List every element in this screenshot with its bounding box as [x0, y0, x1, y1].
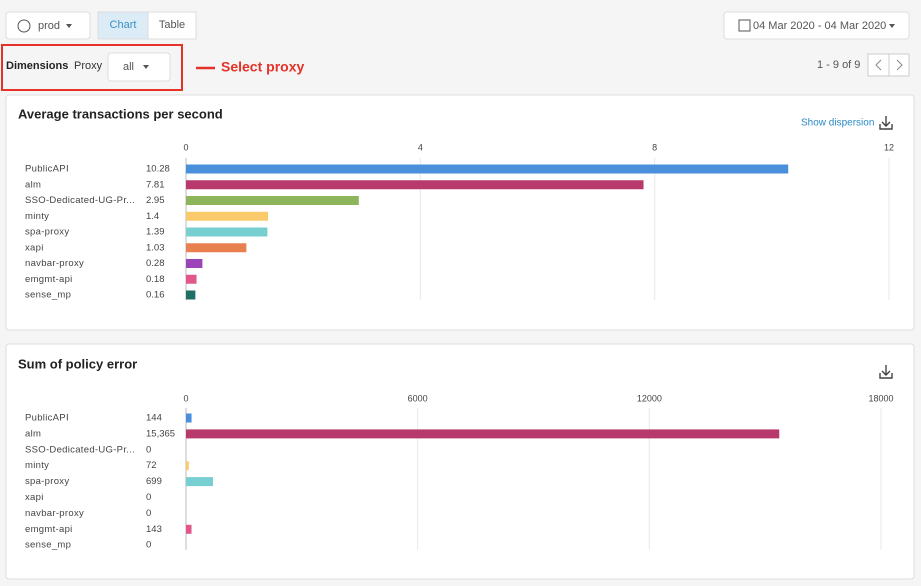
bar: [186, 180, 644, 190]
next-button[interactable]: [888, 53, 910, 77]
download-icon[interactable]: [879, 116, 893, 130]
bar: [186, 461, 189, 471]
category-label: emgmt-api: [25, 524, 73, 535]
category-label: SSO-Dedicated-UG-Pr...: [25, 195, 135, 206]
value-label: 2.95: [146, 195, 165, 206]
value-label: 144: [146, 413, 162, 424]
bar: [186, 227, 268, 237]
pager-arrows: [875, 59, 903, 71]
show-dispersion[interactable]: Show dispersion: [801, 118, 874, 129]
category-label: PublicAPI: [25, 164, 69, 175]
bar: [186, 196, 359, 205]
annotation: Select proxy: [221, 59, 304, 75]
x-tick-label: 8: [652, 142, 657, 152]
category-label: SSO-Dedicated-UG-Pr...: [25, 444, 135, 455]
value-label: 1.4: [146, 211, 159, 222]
chart-title: Sum of policy error: [18, 356, 137, 371]
value-label: 1.03: [146, 242, 165, 253]
category-label: navbar-proxy: [25, 258, 84, 269]
bar: [186, 259, 203, 268]
dimensions-label: Dimensions: [6, 60, 68, 72]
date-range: 04 Mar 2020 - 04 Mar 2020: [753, 20, 886, 32]
category-label: minty: [25, 211, 49, 222]
category-label: alm: [25, 179, 41, 190]
bar: [186, 243, 247, 253]
bar: [186, 211, 269, 221]
category-label: PublicAPI: [25, 413, 69, 424]
value-label: 0: [146, 444, 151, 455]
bar: [186, 413, 192, 423]
value-label: 0: [146, 540, 151, 551]
category-label: sense_mp: [25, 290, 71, 301]
value-label: 699: [146, 476, 162, 487]
value-label: 72: [146, 460, 157, 471]
value-label: 0.18: [146, 274, 165, 285]
table-tab-label: Table: [159, 19, 185, 31]
value-label: 1.39: [146, 227, 165, 238]
table-tab[interactable]: [147, 11, 197, 40]
value-label: 0.16: [146, 290, 165, 301]
category-label: spa-proxy: [25, 476, 69, 487]
globe-icon: [17, 19, 31, 33]
card: [5, 94, 915, 331]
caret: [143, 65, 149, 69]
date-picker[interactable]: [723, 11, 910, 40]
bar: [186, 429, 780, 439]
category-label: spa-proxy: [25, 227, 69, 238]
category-label: minty: [25, 460, 49, 471]
category-label: xapi: [25, 242, 44, 253]
x-tick-label: 12000: [637, 393, 662, 403]
caret: [889, 24, 895, 28]
value-label: 10.28: [146, 164, 170, 175]
value-label: 0: [146, 492, 151, 503]
proxy-select[interactable]: [107, 52, 171, 82]
category-label: sense_mp: [25, 540, 71, 551]
value-label: 7.81: [146, 179, 165, 190]
x-tick-label: 6000: [408, 393, 428, 403]
pager: 1 - 9 of 9: [817, 59, 860, 71]
highlight-box: [1, 44, 183, 91]
calendar-icon: [738, 19, 751, 32]
proxy-value: all: [123, 61, 134, 73]
value-label: 15,365: [146, 428, 175, 439]
download-icon[interactable]: [879, 365, 893, 379]
category-label: emgmt-api: [25, 274, 73, 285]
chart-tab[interactable]: [97, 11, 149, 40]
chart-tab-label: Chart: [110, 19, 137, 31]
category-label: navbar-proxy: [25, 508, 84, 519]
bar: [186, 274, 197, 284]
caret: [66, 24, 72, 28]
proxy-label: Proxy: [74, 60, 103, 72]
category-label: xapi: [25, 492, 44, 503]
value-label: 143: [146, 524, 162, 535]
x-tick-label: 18000: [868, 393, 893, 403]
card: [5, 343, 915, 580]
x-tick-label: 0: [183, 393, 188, 403]
env-select[interactable]: [5, 11, 91, 40]
bar: [186, 524, 192, 534]
env-value: prod: [38, 20, 60, 32]
x-tick-label: 4: [418, 142, 423, 152]
chart-title: Average transactions per second: [18, 106, 223, 121]
x-tick-label: 12: [884, 142, 894, 152]
value-label: 0: [146, 508, 151, 519]
value-label: 0.28: [146, 258, 165, 269]
category-label: alm: [25, 428, 41, 439]
bar: [186, 477, 213, 487]
bar: [186, 164, 789, 174]
bar: [186, 290, 196, 300]
prev-button[interactable]: [867, 53, 890, 77]
x-tick-label: 0: [183, 142, 188, 152]
